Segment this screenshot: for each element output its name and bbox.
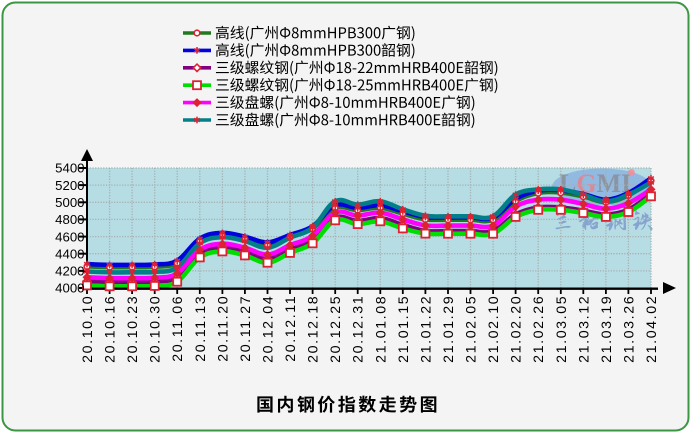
svg-text:20.12.18: 20.12.18: [306, 295, 322, 363]
svg-text:20.12.25: 20.12.25: [328, 295, 344, 363]
svg-text:21.01.08: 21.01.08: [373, 295, 389, 363]
svg-text:20.10.23: 20.10.23: [125, 295, 141, 363]
svg-text:20.10.30: 20.10.30: [148, 295, 164, 363]
svg-text:4400: 4400: [55, 246, 84, 261]
svg-text:4200: 4200: [55, 264, 84, 279]
svg-text:21.01.22: 21.01.22: [418, 295, 434, 363]
svg-text:21.01.15: 21.01.15: [396, 295, 412, 363]
svg-text:21.02.26: 21.02.26: [531, 295, 547, 363]
svg-text:5400: 5400: [55, 161, 84, 176]
svg-text:21.03.19: 21.03.19: [599, 295, 615, 363]
svg-text:20.11.27: 20.11.27: [238, 295, 254, 362]
svg-text:5000: 5000: [55, 195, 84, 210]
svg-text:21.02.05: 21.02.05: [464, 295, 480, 363]
svg-text:21.03.26: 21.03.26: [621, 295, 637, 363]
svg-text:20.12.31: 20.12.31: [351, 295, 367, 363]
svg-text:4000: 4000: [55, 281, 84, 296]
svg-text:21.03.05: 21.03.05: [554, 295, 570, 363]
svg-text:21.03.12: 21.03.12: [576, 295, 592, 363]
svg-text:21.04.02: 21.04.02: [644, 295, 660, 363]
svg-text:4600: 4600: [55, 229, 84, 244]
svg-text:20.10.10: 20.10.10: [80, 295, 96, 363]
svg-text:20.10.16: 20.10.16: [103, 295, 119, 363]
svg-text:20.11.06: 20.11.06: [170, 295, 186, 362]
svg-text:20.11.13: 20.11.13: [193, 295, 209, 362]
svg-text:21.02.10: 21.02.10: [486, 295, 502, 363]
svg-text:20.12.04: 20.12.04: [261, 295, 277, 363]
svg-text:21.01.29: 21.01.29: [441, 295, 457, 363]
svg-text:20.12.11: 20.12.11: [283, 295, 299, 362]
svg-text:21.02.20: 21.02.20: [509, 295, 525, 363]
svg-text:4800: 4800: [55, 212, 84, 227]
svg-text:5200: 5200: [55, 178, 84, 193]
svg-text:20.11.20: 20.11.20: [215, 295, 231, 362]
